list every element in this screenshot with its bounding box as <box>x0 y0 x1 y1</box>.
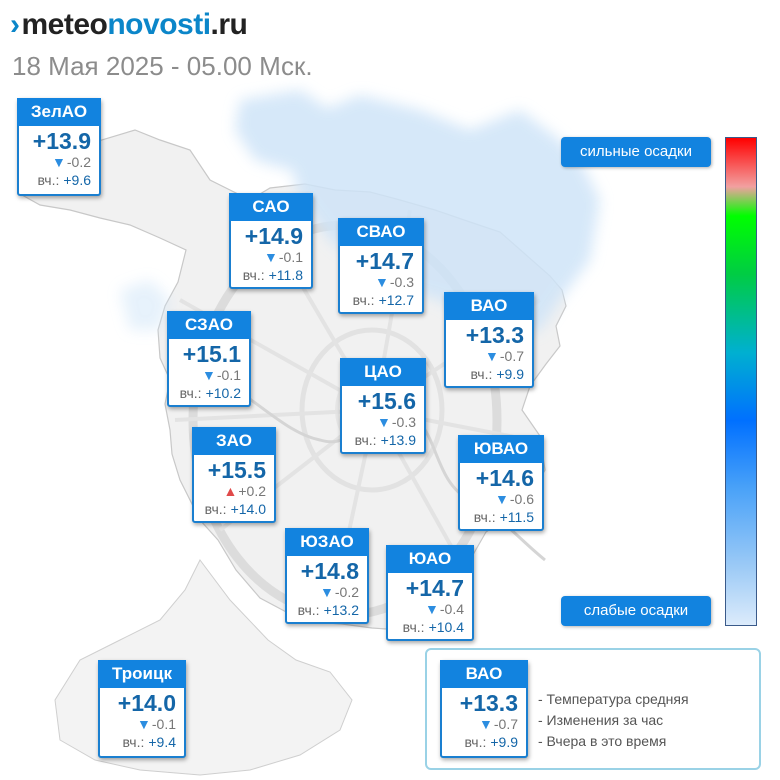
logo-text-part1: meteo <box>21 8 108 41</box>
district-card-vao[interactable]: ВАО +13.3 ▼-0.7 вч.: +9.9 <box>444 292 534 388</box>
district-name: ЗАО <box>192 427 276 455</box>
district-name: ЗелАО <box>17 98 101 126</box>
district-card-troitsk[interactable]: Троицк +14.0 ▼-0.1 вч.: +9.4 <box>98 660 186 758</box>
district-yesterday: вч.: +10.2 <box>179 385 241 401</box>
legend-sample-name: ВАО <box>440 660 528 688</box>
arrow-down-icon: ▼ <box>485 348 499 364</box>
district-card-zelao[interactable]: ЗелАО +13.9 ▼-0.2 вч.: +9.6 <box>17 98 101 196</box>
district-temp: +14.6 <box>475 465 534 491</box>
district-card-zao[interactable]: ЗАО +15.5 ▲+0.2 вч.: +14.0 <box>192 427 276 523</box>
district-temp: +14.9 <box>244 223 303 249</box>
logo-mark: › <box>10 8 20 41</box>
site-logo[interactable]: ›meteonovosti.ru <box>10 8 248 42</box>
district-temp: +15.6 <box>357 388 416 414</box>
district-yesterday: вч.: +9.6 <box>37 172 91 188</box>
ttk-ring <box>299 327 445 493</box>
arrow-down-icon: ▼ <box>375 274 389 290</box>
legend-sample-yesterday: вч.: +9.9 <box>464 734 518 750</box>
district-yesterday: вч.: +11.5 <box>473 509 534 525</box>
district-temp: +15.5 <box>207 457 266 483</box>
district-yesterday: вч.: +13.9 <box>354 432 416 448</box>
district-temp: +14.7 <box>355 248 414 274</box>
arrow-down-icon: ▼ <box>495 491 509 507</box>
district-temp: +13.9 <box>32 128 91 154</box>
district-card-yuao[interactable]: ЮАО +14.7 ▼-0.4 вч.: +10.4 <box>386 545 474 641</box>
district-yesterday: вч.: +10.4 <box>402 619 464 635</box>
district-name: ВАО <box>444 292 534 320</box>
district-yesterday: вч.: +14.0 <box>204 501 266 517</box>
district-yesterday: вч.: +9.4 <box>122 734 176 750</box>
heavy-precip-label: сильные осадки <box>561 137 711 167</box>
arrow-down-icon: ▼ <box>320 584 334 600</box>
arrow-down-icon: ▼ <box>264 249 278 265</box>
precipitation-overlay <box>120 90 600 340</box>
district-change: ▼-0.2 <box>52 154 91 170</box>
district-temp: +14.7 <box>405 575 464 601</box>
district-card-cao[interactable]: ЦАО +15.6 ▼-0.3 вч.: +13.9 <box>340 358 426 454</box>
district-temp: +13.3 <box>465 322 524 348</box>
legend-line-hour-change: - Изменения за час <box>538 712 664 728</box>
arrow-down-icon: ▼ <box>425 601 439 617</box>
legend-line-avg-temp: - Температура средняя <box>538 691 689 707</box>
district-change: ▼-0.2 <box>320 584 359 600</box>
logo-text-part3: .ru <box>210 8 248 41</box>
district-change: ▼-0.1 <box>264 249 303 265</box>
district-name: САО <box>229 193 313 221</box>
district-name: ЮАО <box>386 545 474 573</box>
district-change: ▼-0.1 <box>202 367 241 383</box>
arrow-down-icon: ▼ <box>52 154 66 170</box>
legend-box: ВАО +13.3 ▼-0.7 вч.: +9.9 - Температура с… <box>425 648 761 770</box>
arrow-down-icon: ▼ <box>202 367 216 383</box>
district-name: СВАО <box>338 218 424 246</box>
forecast-datetime: 18 Мая 2025 - 05.00 Мск. <box>12 51 313 81</box>
district-card-sao[interactable]: САО +14.9 ▼-0.1 вч.: +11.8 <box>229 193 313 289</box>
district-card-svao[interactable]: СВАО +14.7 ▼-0.3 вч.: +12.7 <box>338 218 424 314</box>
district-name: ЦАО <box>340 358 426 386</box>
district-card-szao[interactable]: СЗАО +15.1 ▼-0.1 вч.: +10.2 <box>167 311 251 407</box>
district-temp: +14.8 <box>300 558 359 584</box>
legend-sample-change: ▼-0.7 <box>479 716 518 732</box>
district-change: ▼-0.3 <box>375 274 414 290</box>
district-change: ▼-0.7 <box>485 348 524 364</box>
arrow-down-icon: ▼ <box>479 716 493 732</box>
district-name: СЗАО <box>167 311 251 339</box>
district-name: ЮЗАО <box>285 528 369 556</box>
district-yesterday: вч.: +9.9 <box>470 366 524 382</box>
district-temp: +15.1 <box>182 341 241 367</box>
district-yesterday: вч.: +13.2 <box>297 602 359 618</box>
district-change: ▼-0.3 <box>377 414 416 430</box>
district-name: ЮВАО <box>458 435 544 463</box>
district-yesterday: вч.: +11.8 <box>242 267 303 283</box>
district-name: Троицк <box>98 660 186 688</box>
district-change: ▼-0.4 <box>425 601 464 617</box>
logo-text-part2: novosti <box>107 8 211 41</box>
district-change: ▼-0.1 <box>137 716 176 732</box>
district-temp: +14.0 <box>117 690 176 716</box>
legend-sample-card: ВАО +13.3 ▼-0.7 вч.: +9.9 <box>440 660 528 758</box>
light-precip-label: слабые осадки <box>561 596 711 626</box>
arrow-down-icon: ▼ <box>137 716 151 732</box>
legend-sample-temp: +13.3 <box>459 690 518 716</box>
district-card-yuvao[interactable]: ЮВАО +14.6 ▼-0.6 вч.: +11.5 <box>458 435 544 531</box>
district-change: ▼-0.6 <box>495 491 534 507</box>
legend-line-yesterday: - Вчера в это время <box>538 733 667 749</box>
arrow-down-icon: ▼ <box>377 414 391 430</box>
arrow-up-icon: ▲ <box>223 483 238 499</box>
district-card-yuzao[interactable]: ЮЗАО +14.8 ▼-0.2 вч.: +13.2 <box>285 528 369 624</box>
district-change: ▲+0.2 <box>223 483 267 499</box>
precip-colorbar <box>725 137 757 626</box>
district-yesterday: вч.: +12.7 <box>352 292 414 308</box>
